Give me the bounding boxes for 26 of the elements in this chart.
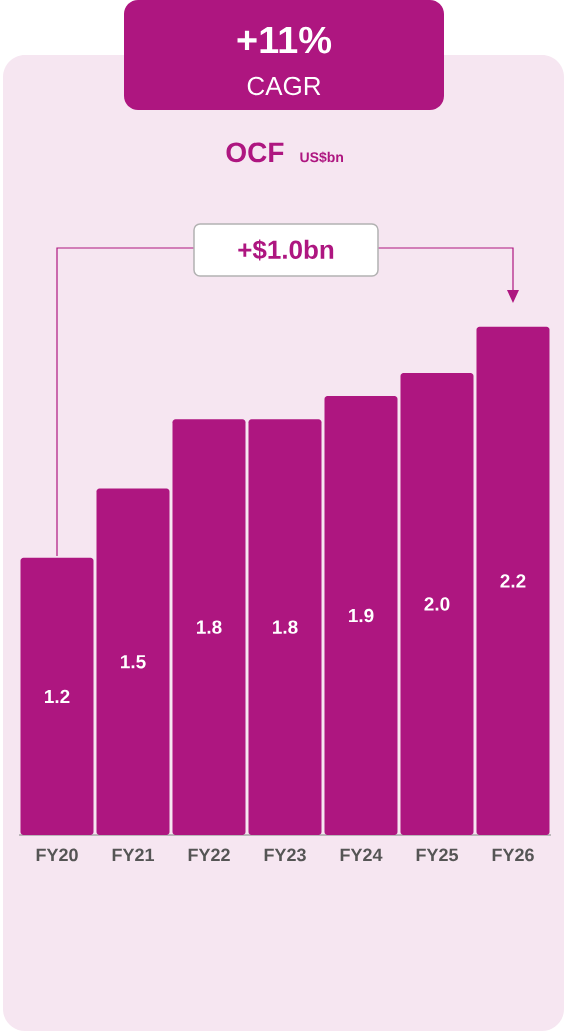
x-tick-label: FY26 (492, 848, 534, 862)
x-tick-label: FY20 (36, 848, 78, 862)
data-label: 2.0 (424, 597, 450, 611)
data-label: 1.5 (120, 655, 146, 669)
x-tick-label: FY21 (112, 848, 155, 862)
x-tick-label: FY23 (264, 848, 306, 862)
data-label: 1.8 (272, 620, 298, 634)
chart-title: +11% (237, 26, 332, 54)
bar (476, 326, 550, 836)
bar (172, 419, 246, 836)
text: OCF (226, 142, 284, 163)
bar (20, 557, 94, 836)
x-tick-label: FY24 (340, 848, 383, 862)
x-tick-label: FY22 (188, 848, 230, 862)
bar (400, 373, 474, 836)
bar (96, 488, 170, 836)
data-label: 2.2 (500, 574, 526, 588)
bar (248, 419, 322, 836)
data-label: 1.2 (44, 689, 70, 704)
text: +$1.0bn (238, 239, 334, 261)
data-label: 1.8 (196, 620, 222, 634)
text: US$bn (300, 151, 343, 164)
x-tick-label: FY25 (416, 848, 459, 862)
data-label: 1.9 (348, 608, 374, 623)
chart-subtitle: CAGR (247, 76, 321, 96)
bar (324, 396, 398, 836)
